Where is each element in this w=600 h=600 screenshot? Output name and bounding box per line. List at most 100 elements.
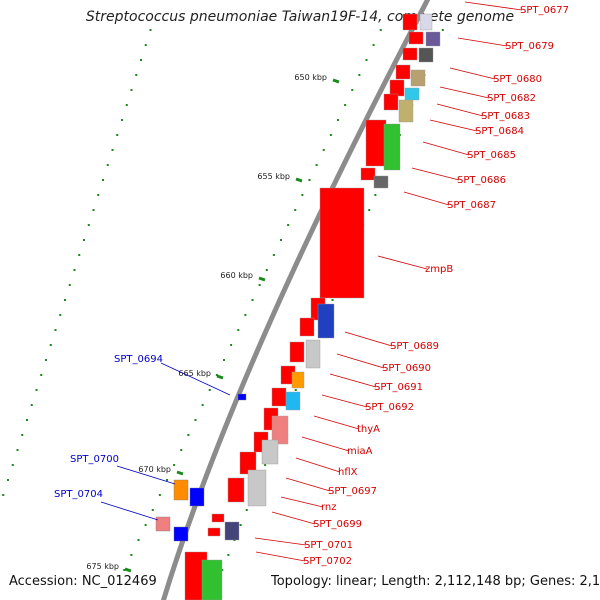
kbp-tick [176, 470, 184, 476]
gene-feature-block[interactable] [383, 123, 401, 171]
label-leader [377, 255, 428, 270]
kbp-tick [332, 78, 340, 84]
label-leader [295, 457, 341, 473]
label-leader [439, 86, 490, 99]
label-leader-lines [100, 1, 523, 562]
label-leader [321, 394, 368, 408]
gene-feature-block[interactable] [299, 317, 315, 337]
label-leader [301, 436, 350, 452]
forward-gene-label[interactable]: SPT_0697 [328, 486, 377, 497]
reverse-gene-feature[interactable] [189, 487, 205, 507]
gene-feature-block[interactable] [404, 87, 420, 101]
forward-gene-label[interactable]: SPT_0685 [467, 150, 516, 161]
gene-feature-block[interactable] [271, 387, 287, 407]
forward-gene-label[interactable]: hflX [338, 467, 358, 478]
kbp-tick [295, 177, 303, 183]
gene-feature-block[interactable] [389, 79, 405, 97]
forward-gene-label[interactable]: SPT_0691 [374, 382, 423, 393]
kbp-tick [258, 276, 266, 282]
gene-feature-block[interactable] [408, 31, 424, 45]
label-leader [255, 551, 306, 562]
kbp-label: 675 kbp [86, 562, 119, 571]
gene-feature-block[interactable] [271, 415, 289, 445]
label-leader [280, 496, 324, 508]
forward-gene-label[interactable]: SPT_0683 [481, 111, 530, 122]
gene-feature-block[interactable] [419, 13, 433, 31]
reverse-gene-feature[interactable] [155, 516, 171, 532]
gene-feature-block[interactable] [317, 303, 335, 339]
reverse-gene-label[interactable]: SPT_0704 [54, 489, 103, 500]
tick-marks [124, 78, 340, 573]
forward-gene-label[interactable]: SPT_0680 [493, 74, 542, 85]
gene-feature-block[interactable] [402, 13, 418, 31]
forward-gene-label[interactable]: SPT_0679 [505, 41, 554, 52]
gene-feature-block[interactable] [227, 477, 245, 503]
label-leader [429, 119, 478, 132]
kbp-labels: 650 kbp 655 kbp 660 kbp 665 kbp 670 kbp 675 k… [86, 73, 327, 571]
forward-gene-label[interactable]: SPT_0682 [487, 93, 536, 104]
gene-feature-block[interactable] [425, 31, 441, 47]
gene-feature-block[interactable] [383, 93, 399, 111]
gene-feature-block[interactable] [211, 513, 225, 523]
forward-gene-label[interactable]: SPT_0699 [313, 519, 362, 530]
gene-feature-block[interactable] [402, 47, 418, 61]
gene-feature-block[interactable] [247, 469, 267, 507]
forward-gene-label[interactable]: SPT_0686 [457, 175, 506, 186]
label-leader [271, 511, 316, 525]
label-leader [344, 331, 393, 347]
reverse-gene-label[interactable]: SPT_0694 [114, 354, 163, 365]
accession-text: Accession: NC_012469 [9, 574, 157, 589]
label-leader [160, 362, 231, 396]
kbp-label: 660 kbp [220, 271, 253, 280]
label-leader [436, 103, 484, 117]
gene-feature-block[interactable] [224, 521, 240, 541]
reverse-gene-feature[interactable] [237, 393, 247, 401]
kbp-tick [124, 567, 132, 573]
forward-gene-label[interactable]: SPT_0702 [303, 556, 352, 567]
forward-gene-label[interactable]: miaA [347, 446, 373, 457]
label-leader [336, 353, 385, 369]
reverse-gene-feature[interactable] [173, 526, 189, 542]
gene-feature-block[interactable] [418, 47, 434, 63]
label-leader [464, 1, 523, 11]
forward-gene-label[interactable]: SPT_0687 [447, 200, 496, 211]
kbp-tick [216, 374, 224, 380]
forward-gene-label[interactable]: zmpB [425, 264, 453, 275]
label-leader [403, 191, 450, 206]
gene-feature-block[interactable] [285, 391, 301, 411]
gene-feature-block[interactable] [373, 175, 389, 189]
reverse-gene-label[interactable]: SPT_0700 [70, 454, 119, 465]
gene-feature-block[interactable] [398, 99, 414, 123]
dotted-guide-lines [2, 29, 444, 571]
gene-feature-block[interactable] [395, 64, 411, 80]
forward-gene-label[interactable]: SPT_0677 [520, 5, 569, 16]
forward-gene-label[interactable]: SPT_0684 [475, 126, 524, 137]
forward-gene-label[interactable]: SPT_0689 [390, 341, 439, 352]
reverse-gene-feature[interactable] [173, 479, 189, 501]
forward-gene-label[interactable]: SPT_0690 [382, 363, 431, 374]
gene-features [155, 13, 441, 600]
gene-feature-block[interactable] [319, 187, 365, 299]
gene-feature-block[interactable] [261, 439, 279, 465]
label-leader [449, 67, 496, 80]
label-leader [100, 501, 159, 521]
gene-feature-block[interactable] [365, 119, 387, 167]
kbp-label: 655 kbp [257, 172, 290, 181]
kbp-label: 670 kbp [138, 465, 171, 474]
label-leader [116, 465, 176, 485]
label-leader [422, 141, 470, 156]
forward-gene-label[interactable]: SPT_0701 [304, 540, 353, 551]
gene-feature-block[interactable] [201, 559, 223, 600]
forward-gene-label[interactable]: SPT_0692 [365, 402, 414, 413]
gene-feature-block[interactable] [360, 167, 376, 181]
gene-feature-block[interactable] [289, 341, 305, 363]
topology-text: Topology: linear; Length: 2,112,148 bp; … [271, 574, 600, 589]
gene-feature-block[interactable] [305, 339, 321, 369]
label-leader [254, 537, 307, 546]
gene-feature-block[interactable] [291, 371, 305, 389]
gene-feature-block[interactable] [207, 527, 221, 537]
forward-gene-label[interactable]: thyA [357, 424, 380, 435]
forward-gene-label[interactable]: rnz [321, 502, 337, 513]
gene-feature-block[interactable] [410, 69, 426, 87]
